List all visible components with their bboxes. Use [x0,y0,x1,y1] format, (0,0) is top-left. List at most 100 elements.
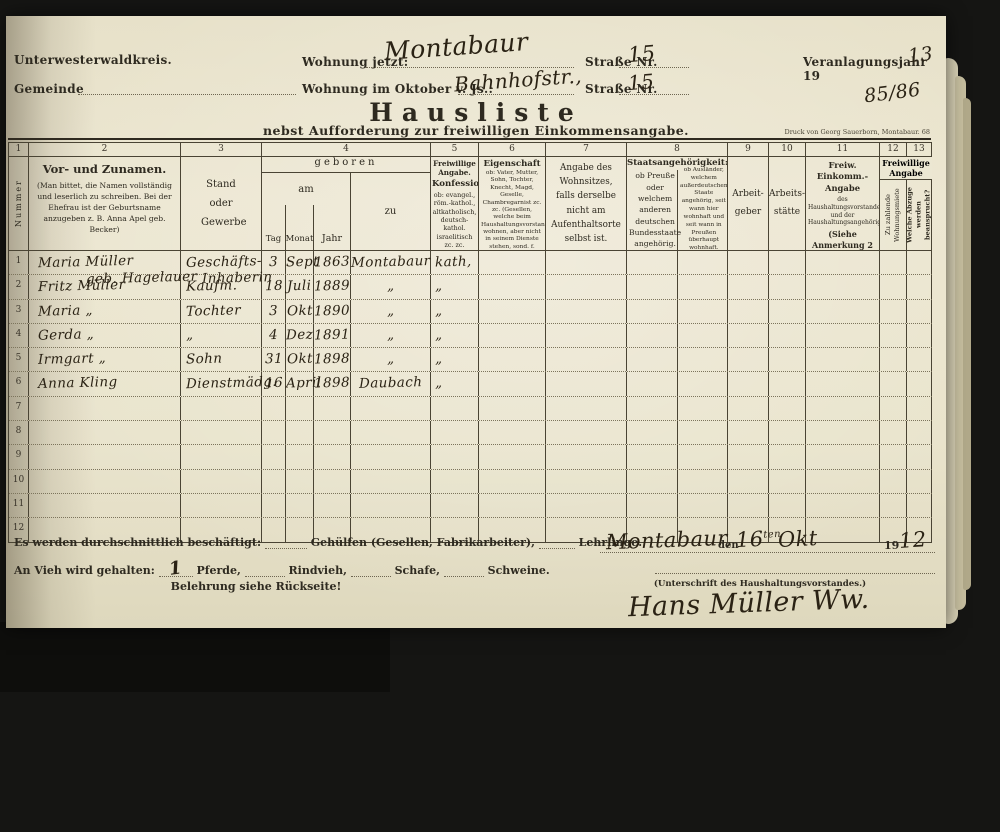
cell-jahr: 1891 [314,323,351,348]
cell-staat-preusse [627,299,678,323]
cell-abzuege [907,493,932,518]
header-abzuege: Welche Abzüge werden beansprucht? [907,180,932,250]
cell-arbeitsstaette [769,396,806,421]
cell-monat: Sept [286,251,319,275]
cell-name: Anna Kling [29,372,181,396]
veranlagungsjahr-label: Veranlagungsjahr 19 [803,55,927,83]
col-number: 12 [880,143,907,156]
beschaeftigt-label: Es werden durchschnittlich beschäftigt: [14,536,262,549]
cell-einkommen [806,469,880,493]
table-header: 1 2 3 4 5 6 7 8 9 10 11 12 13 Nummer [9,143,932,251]
zu-label: zu [384,206,397,217]
cell-tag [262,518,286,542]
cell-name [29,493,181,518]
tag-label: Tag [262,205,286,250]
row-number-cell: 2 [9,275,29,299]
cell-abzuege [907,518,932,542]
cell-staat-preusse [627,469,678,493]
cell-tag: 3 [262,299,286,323]
gemeinde-label: Gemeinde [14,82,84,96]
signature-line [655,561,935,574]
cell-einkommen [806,421,880,445]
cell-monat [286,396,314,421]
strasse-label-1: Straße Nr. [585,55,658,69]
header-stand: Stand oder Gewerbe [181,157,262,250]
cell-jahr: 1863 [314,251,351,275]
table-row: 11 [9,493,932,519]
cell-konfession [431,493,479,518]
row-number-cell: 5 [9,348,29,372]
cell-staat-auslaender [678,469,728,493]
den-label: den [718,540,739,551]
cell-miete [880,469,907,493]
cell-miete [880,323,907,348]
table-row: 12 [9,518,932,542]
cell-monat [286,421,314,445]
cell-einkommen [806,372,880,396]
cell-name [29,421,181,445]
cell-miete [880,421,907,445]
cell-staat-preusse [627,372,678,396]
pferde-label: Pferde, [196,564,241,577]
table-row: 5 Irmgart „ Sohn 31 Okt 1898 „ „ [9,348,932,373]
cell-arbeitgeber [728,323,769,348]
cell-stand: Geschäfts-Inhaberin [181,251,273,287]
gehuelfen-label: Gehülfen (Gesellen, Fabrikarbeiter), [310,536,535,549]
cell-abzuege [907,348,932,372]
cell-stand [181,469,262,493]
cell-tag [262,445,286,469]
cell-name: Gerda „ [29,323,181,348]
schweine-blank [443,564,484,577]
cell-staat-auslaender [678,323,728,348]
header-nummer: Nummer [9,157,29,250]
cell-wohnsitz [546,299,627,323]
cell-monat [286,469,314,493]
geboren-label: geboren [262,157,430,173]
cell-wohnsitz [546,348,627,372]
cell-name [29,396,181,421]
cell-zu: „ [351,348,431,372]
cell-stand: Kaufm. [181,275,262,299]
cell-jahr [314,469,351,493]
cell-miete [880,372,907,396]
cell-jahr [314,493,351,518]
header-arbeitgeber: Arbeit- geber [728,157,769,250]
cell-jahr [314,421,351,445]
book-page-edge [944,58,958,624]
unterschrift-label: (Unterschrift des Haushaltungsvorstandes… [653,579,867,589]
cell-abzuege [907,299,932,323]
cell-stand [181,493,262,518]
cell-wohnsitz [546,469,627,493]
wohnung-jetzt-label: Wohnung jetzt: [302,55,409,69]
gehuelfen-blank [264,536,307,549]
tag-handwriting: 16ten [735,526,782,553]
cell-arbeitgeber [728,396,769,421]
cell-arbeitsstaette [769,469,806,493]
cell-miete [880,445,907,469]
cell-tag: 16 [262,372,286,396]
cell-stand: Sohn [181,348,262,372]
cell-arbeitgeber [728,251,769,275]
signature-handwriting: Hans Müller Ww. [627,583,870,624]
row-number-cell: 6 [9,372,29,396]
cell-jahr [314,518,351,542]
cell-monat: April [286,372,322,396]
strasse-label-2: Straße Nr. [585,82,658,96]
cell-abzuege [907,275,932,299]
cell-einkommen [806,348,880,372]
cell-tag: 31 [262,348,286,372]
cell-arbeitsstaette [769,372,806,396]
monat-handwriting: Okt [777,525,819,553]
cell-staat-preusse [627,493,678,518]
strasse-line-2 [619,82,689,95]
col-number: 4 [262,143,431,156]
cell-zu [351,518,431,542]
cell-jahr: 1890 [314,299,351,323]
header-freiwillige-angabe-group: Freiwillige Angabe Zu zahlende Wohnungsm… [880,157,932,250]
col-number: 2 [29,143,181,156]
header-geboren: geboren am Tag Monat Jahr zu [262,157,431,250]
col-number: 9 [728,143,769,156]
cell-name: Fritz Müller [29,275,181,299]
cell-name: Maria Müllergeb. Hagelauer [29,251,198,287]
jahr-handwriting: 12 [898,527,928,553]
